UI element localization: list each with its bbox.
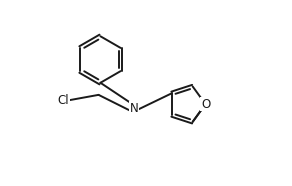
Text: Cl: Cl	[58, 94, 69, 107]
Text: O: O	[201, 98, 210, 111]
Text: N: N	[130, 102, 138, 115]
